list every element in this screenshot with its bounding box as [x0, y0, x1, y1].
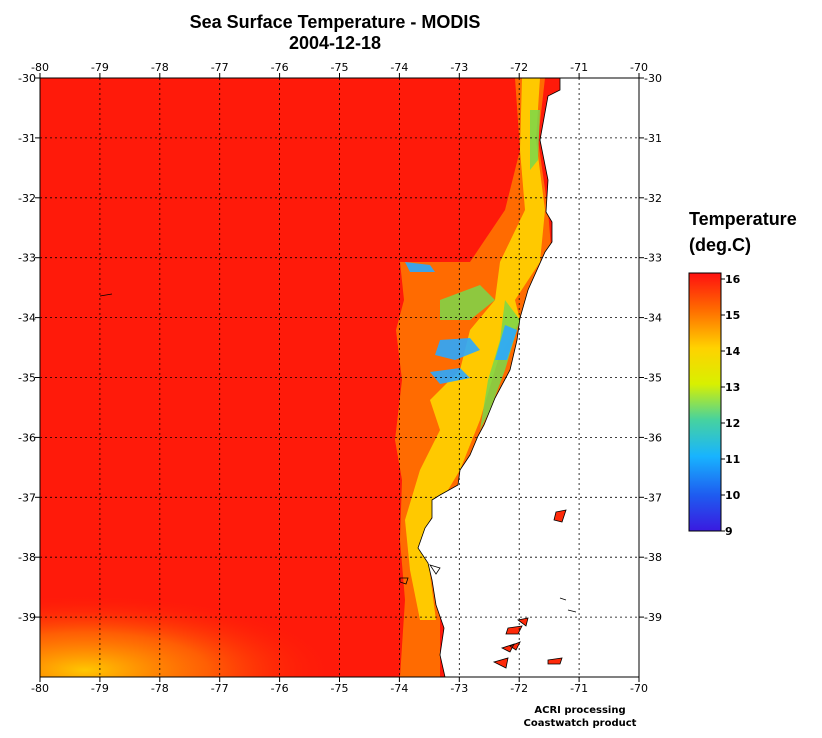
y-tick-label-left: -31 [18, 132, 36, 145]
map-date: 2004-12-18 [288, 33, 382, 53]
legend-title-line2: (deg.C) [689, 235, 751, 255]
y-tick-label-left: -37 [18, 491, 36, 504]
x-tick-label-bottom: -76 [271, 682, 289, 695]
y-tick-label-right: -38 [644, 551, 662, 564]
x-tick-label-top: -79 [91, 61, 109, 74]
x-tick-label-bottom: -80 [31, 682, 49, 695]
y-tick-label-left: -36 [18, 431, 36, 444]
y-tick-label-left: -34 [18, 312, 36, 325]
upwelling-green [440, 110, 540, 430]
y-tick-label-right: -33 [644, 252, 662, 265]
legend-tick-label: 16 [725, 273, 741, 286]
y-tick-label-left: -38 [18, 551, 36, 564]
legend-tick-label: 13 [725, 381, 740, 394]
y-tick-label-right: -30 [644, 72, 662, 85]
islands [492, 509, 567, 669]
y-tick-label-right: -36 [644, 431, 662, 444]
x-tick-label-bottom: -79 [91, 682, 109, 695]
y-tick-label-left: -32 [18, 192, 36, 205]
legend-tick-label: 14 [725, 345, 741, 358]
y-tick-label-right: -32 [644, 192, 662, 205]
x-tick-label-bottom: -78 [151, 682, 169, 695]
y-tick-label-left: -30 [18, 72, 36, 85]
credit-line2: Coastwatch product [523, 718, 637, 729]
x-tick-label-bottom: -70 [630, 682, 648, 695]
x-tick-label-top: -71 [570, 61, 588, 74]
x-tick-label-bottom: -72 [510, 682, 528, 695]
x-tick-label-bottom: -74 [390, 682, 408, 695]
y-tick-label-right: -37 [644, 491, 662, 504]
legend-tick-label: 10 [725, 489, 741, 502]
legend-colorbar [688, 272, 722, 532]
x-tick-label-top: -78 [151, 61, 169, 74]
credit-line1: ACRI processing [534, 705, 626, 716]
y-tick-label-right: -35 [644, 372, 662, 385]
x-tick-label-top: -80 [31, 61, 49, 74]
x-tick-label-bottom: -71 [570, 682, 588, 695]
legend-title: Temperature (deg.C) [689, 206, 797, 258]
y-tick-label-right: -39 [644, 611, 662, 624]
x-tick-label-bottom: -75 [331, 682, 349, 695]
x-tick-label-bottom: -73 [450, 682, 468, 695]
y-tick-label-left: -33 [18, 252, 36, 265]
map-title: Sea Surface Temperature - MODIS [189, 12, 481, 32]
x-tick-label-bottom: -77 [211, 682, 229, 695]
y-tick-label-left: -35 [18, 372, 36, 385]
tick-labels: -80 -80 -79 -79 -78 -78 -77 -77 -76 -76 -75 -75 -74 -… [18, 61, 662, 695]
legend-tick-label: 11 [725, 453, 740, 466]
y-tick-label-right: -34 [644, 312, 662, 325]
x-tick-label-top: -72 [510, 61, 528, 74]
y-tick-label-right: -31 [644, 132, 662, 145]
land-area [417, 78, 639, 677]
map-plot-area [40, 78, 639, 677]
x-tick-label-top: -76 [271, 61, 289, 74]
island-outlines [99, 293, 577, 613]
x-tick-label-top: -74 [390, 61, 408, 74]
x-tick-label-top: -70 [630, 61, 648, 74]
legend-tick-label: 15 [725, 309, 740, 322]
legend-tick-labels: 16 15 14 13 12 11 10 9 [721, 273, 741, 538]
x-tick-label-top: -77 [211, 61, 229, 74]
y-tick-label-left: -39 [18, 611, 36, 624]
legend-tick-label: 12 [725, 417, 740, 430]
x-tick-label-top: -75 [331, 61, 349, 74]
x-tick-label-top: -73 [450, 61, 468, 74]
legend-tick-label: 9 [725, 525, 733, 538]
legend-title-line1: Temperature [689, 209, 797, 229]
